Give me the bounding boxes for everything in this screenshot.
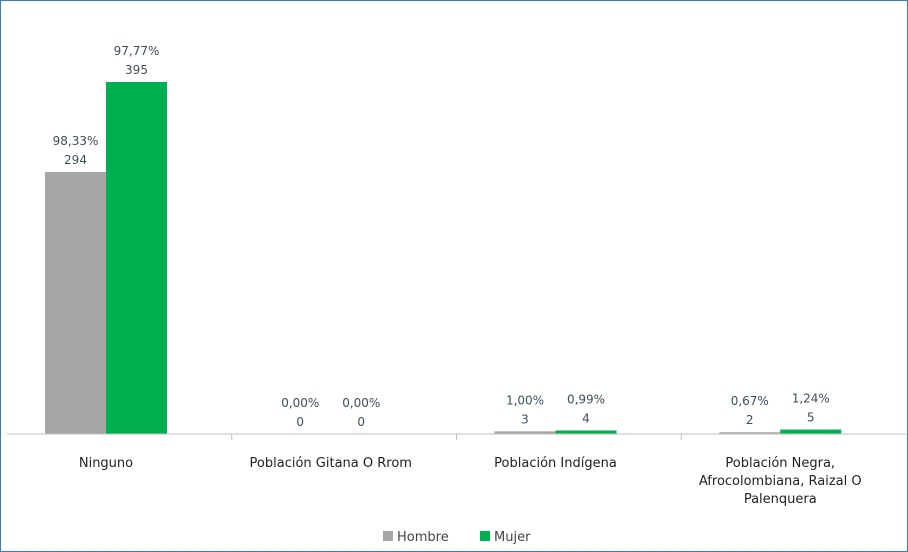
data-label-count-mujer-3: 5 <box>807 411 815 425</box>
category-label-1: Población Gitana O Rrom <box>250 456 412 471</box>
data-label-percent-mujer-1: 0,00% <box>342 396 380 410</box>
category-label-0: Ninguno <box>79 456 133 471</box>
bar-hombre-0 <box>45 172 106 434</box>
legend-label-hombre: Hombre <box>397 530 449 545</box>
data-label-percent-hombre-0: 98,33% <box>53 134 99 148</box>
data-label-count-hombre-3: 2 <box>746 413 754 427</box>
data-label-percent-hombre-1: 0,00% <box>281 396 319 410</box>
data-label-percent-mujer-0: 97,77% <box>114 44 160 58</box>
data-label-count-mujer-0: 395 <box>125 63 148 77</box>
data-label-percent-hombre-2: 1,00% <box>506 393 544 407</box>
legend-swatch-mujer <box>480 531 490 541</box>
bar-hombre-2 <box>494 431 556 434</box>
legend-label-mujer: Mujer <box>494 530 531 545</box>
bar-hombre-3 <box>719 432 781 434</box>
bar-mujer-3 <box>780 429 842 434</box>
data-label-percent-mujer-2: 0,99% <box>567 392 605 406</box>
category-label-3: Población Negra, Afrocolombiana, Raizal O… <box>699 456 862 507</box>
bar-mujer-0 <box>106 82 167 434</box>
legend-swatch-hombre <box>383 531 393 541</box>
data-label-percent-hombre-3: 0,67% <box>731 394 769 408</box>
data-label-percent-mujer-3: 1,24% <box>792 392 830 406</box>
bar-mujer-2 <box>555 430 617 434</box>
category-label-2: Población Indígena <box>494 456 617 471</box>
data-label-count-mujer-2: 4 <box>582 411 590 425</box>
data-label-count-mujer-1: 0 <box>357 415 365 429</box>
data-label-count-hombre-2: 3 <box>521 412 529 426</box>
data-label-count-hombre-1: 0 <box>296 415 304 429</box>
data-label-count-hombre-0: 294 <box>64 153 87 167</box>
